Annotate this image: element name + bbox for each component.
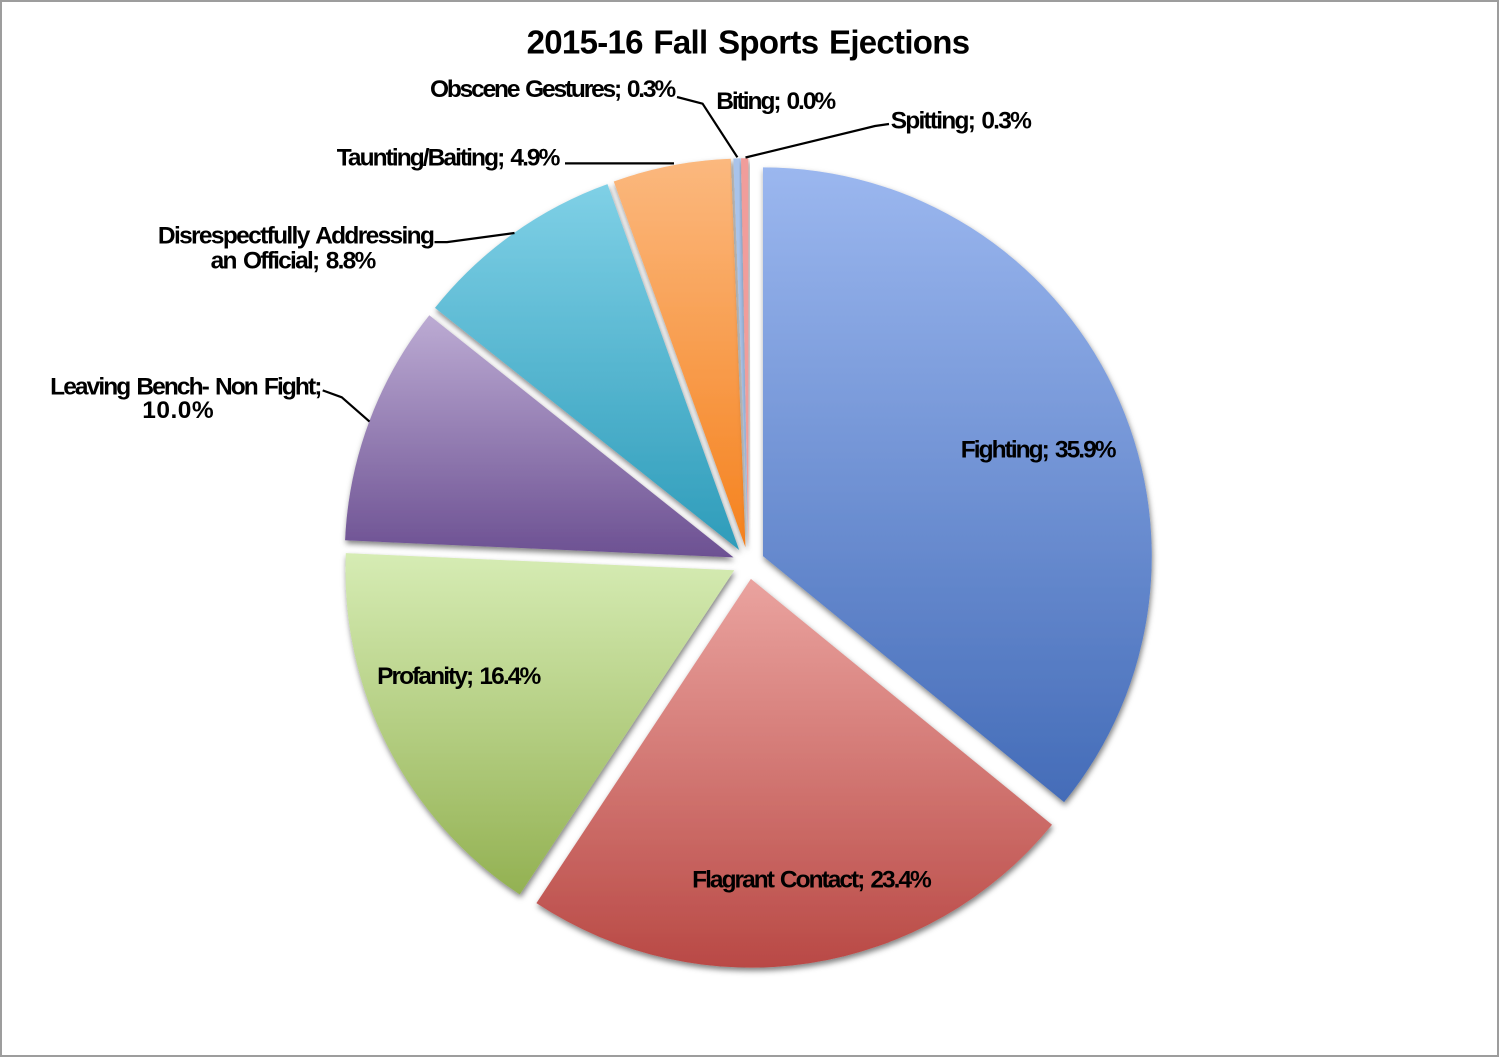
svg-text:Spitting; 0.3%: Spitting; 0.3%	[891, 108, 1032, 135]
svg-text:10.0%: 10.0%	[142, 397, 214, 424]
svg-text:Taunting/Baiting; 4.9%: Taunting/Baiting; 4.9%	[337, 145, 561, 172]
svg-text:Flagrant Contact; 23.4%: Flagrant Contact; 23.4%	[692, 866, 932, 893]
svg-text:an Official; 8.8%: an Official; 8.8%	[211, 248, 377, 275]
svg-text:Leaving Bench- Non Fight;: Leaving Bench- Non Fight;	[50, 374, 320, 401]
svg-text:Obscene Gestures; 0.3%: Obscene Gestures; 0.3%	[430, 76, 676, 103]
svg-text:Fighting; 35.9%: Fighting; 35.9%	[961, 437, 1117, 464]
svg-text:2015-16 Fall Sports Ejections: 2015-16 Fall Sports Ejections	[527, 23, 970, 60]
svg-text:Disrespectfully Addressing: Disrespectfully Addressing	[158, 223, 434, 250]
svg-text:Biting; 0.0%: Biting; 0.0%	[716, 88, 836, 115]
svg-text:Profanity; 16.4%: Profanity; 16.4%	[377, 663, 541, 690]
